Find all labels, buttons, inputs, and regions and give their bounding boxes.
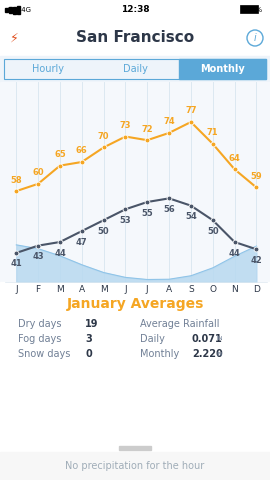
Text: 0.071: 0.071: [192, 334, 223, 344]
Bar: [0, 0, 270, 20]
Bar: [240, 5, 258, 13]
Text: Fog days: Fog days: [18, 334, 61, 344]
Text: i: i: [254, 33, 256, 43]
Text: 43: 43: [32, 252, 44, 261]
Text: ⚡: ⚡: [10, 32, 18, 45]
Text: 77: 77: [185, 107, 197, 116]
Text: 65: 65: [54, 150, 66, 159]
Bar: [179, 59, 266, 79]
Text: EE  4G: EE 4G: [8, 7, 31, 13]
Text: Hourly: Hourly: [32, 64, 64, 74]
Bar: [0, 56, 270, 82]
Text: Monthly: Monthly: [140, 349, 179, 359]
Text: 2.220: 2.220: [192, 349, 223, 359]
Text: 54: 54: [185, 212, 197, 221]
Text: Daily: Daily: [123, 64, 147, 74]
Text: 42: 42: [251, 256, 262, 265]
Bar: [17, 6, 20, 14]
Text: 72: 72: [141, 125, 153, 133]
Text: 66: 66: [76, 146, 88, 156]
Text: Snow days: Snow days: [18, 349, 70, 359]
Text: 41: 41: [11, 260, 22, 268]
Text: 70: 70: [98, 132, 109, 141]
Text: Dry days: Dry days: [18, 319, 62, 329]
Text: IN: IN: [216, 351, 223, 357]
Text: 71: 71: [207, 128, 218, 137]
Text: 50: 50: [98, 227, 109, 236]
Text: 58: 58: [11, 176, 22, 184]
Text: 0: 0: [85, 349, 92, 359]
Text: 64: 64: [229, 154, 241, 163]
Text: No precipitation for the hour: No precipitation for the hour: [65, 461, 205, 471]
Text: 74: 74: [163, 118, 175, 126]
Text: 73: 73: [120, 121, 131, 130]
Bar: [4, 59, 266, 79]
Text: Average Rainfall: Average Rainfall: [140, 319, 220, 329]
Bar: [119, 446, 151, 450]
Text: 47: 47: [76, 238, 87, 247]
Text: IN: IN: [216, 336, 223, 341]
Bar: [13, 7, 16, 13]
Bar: [0, 82, 270, 282]
Text: 59: 59: [251, 172, 262, 181]
Text: 19: 19: [85, 319, 99, 329]
Text: 55: 55: [141, 208, 153, 217]
Text: 50: 50: [207, 227, 218, 236]
Bar: [5, 8, 8, 12]
Text: 3: 3: [85, 334, 92, 344]
Text: 53: 53: [120, 216, 131, 225]
Text: Monthly: Monthly: [200, 64, 245, 74]
Bar: [0, 20, 270, 56]
Bar: [0, 452, 270, 480]
Text: January Averages: January Averages: [66, 297, 204, 311]
Text: Daily: Daily: [140, 334, 165, 344]
Text: 12:38: 12:38: [121, 5, 149, 14]
Bar: [9, 7, 12, 13]
Text: 44: 44: [229, 249, 241, 258]
Text: 60: 60: [32, 168, 44, 177]
Text: 100%: 100%: [242, 7, 262, 13]
Text: 44: 44: [54, 249, 66, 258]
Text: 56: 56: [163, 205, 175, 214]
Bar: [0, 282, 270, 480]
Text: San Francisco: San Francisco: [76, 31, 194, 46]
